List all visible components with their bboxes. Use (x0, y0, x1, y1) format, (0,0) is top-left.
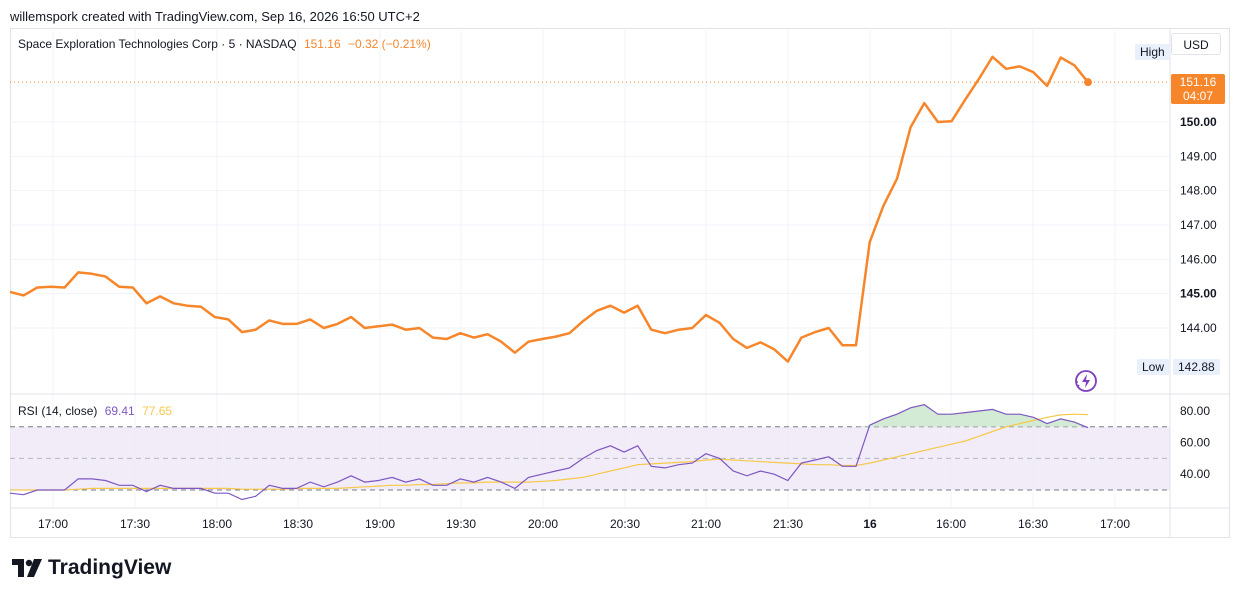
rsi-overbought-fill (10, 404, 1088, 427)
time-tick-label: 18:00 (202, 517, 232, 531)
symbol-name: Space Exploration Technologies Corp · 5 … (18, 37, 297, 51)
time-tick-label: 17:00 (38, 517, 68, 531)
bar-countdown: 04:07 (1182, 89, 1214, 103)
rsi-name: RSI (14, close) (18, 404, 98, 418)
high-label: High (1135, 44, 1170, 60)
brand[interactable]: TradingView (12, 556, 171, 580)
time-tick-label: 20:00 (528, 517, 558, 531)
rsi-tick-label: 40.00 (1180, 467, 1210, 481)
currency-button[interactable]: USD (1171, 33, 1221, 55)
time-tick-label: 16 (863, 517, 877, 531)
price-tick-label: 150.00 (1180, 115, 1217, 129)
last-price-value: 151.16 (1179, 75, 1217, 89)
price-line (9, 55, 1089, 363)
rsi-line (9, 404, 1089, 501)
price-tick-label: 145.00 (1180, 287, 1217, 301)
price-tick-label: 147.00 (1180, 218, 1217, 232)
symbol-legend[interactable]: Space Exploration Technologies Corp · 5 … (18, 37, 431, 51)
time-tick-label: 21:00 (691, 517, 721, 531)
price-tick-label: 144.00 (1180, 321, 1217, 335)
price-axis-labels: 144.00 145.00 146.00 147.00 148.00 149.00 150.… (1180, 115, 1217, 335)
last-price-dot (1084, 78, 1092, 87)
legend-change: −0.32 (−0.21%) (347, 37, 431, 51)
low-label: Low (1137, 359, 1170, 375)
time-tick-label: 16:30 (1018, 517, 1048, 531)
price-tick-label: 149.00 (1180, 149, 1217, 163)
tradingview-logo-icon (12, 559, 42, 577)
time-tick-label: 16:00 (936, 517, 966, 531)
rsi-value: 69.41 (104, 404, 135, 418)
time-tick-label: 20:30 (610, 517, 640, 531)
rsi-ma-value: 77.65 (142, 404, 173, 418)
time-tick-label: 18:30 (283, 517, 313, 531)
price-tick-label: 146.00 (1180, 252, 1217, 266)
price-tick-label: 148.00 (1180, 184, 1217, 198)
time-axis-labels: 17:00 17:30 18:00 18:30 19:00 19:30 20:00 20:30… (38, 517, 1130, 531)
time-tick-label: 21:30 (773, 517, 803, 531)
brand-name: TradingView (48, 556, 172, 579)
time-tick-label: 19:30 (446, 517, 476, 531)
chart-frame[interactable] (10, 28, 1230, 538)
last-price-tag: 151.16 04:07 (1171, 74, 1225, 104)
legend-price: 151.16 (303, 37, 341, 51)
lightning-icon[interactable] (1074, 369, 1098, 393)
rsi-legend[interactable]: RSI (14, close) 69.41 77.65 (18, 404, 172, 418)
attribution-text: willemspork created with TradingView.com… (10, 9, 420, 24)
low-value: 142.88 (1173, 359, 1220, 375)
rsi-tick-label: 60.00 (1180, 436, 1210, 450)
time-tick-label: 17:00 (1100, 517, 1130, 531)
time-tick-label: 17:30 (120, 517, 150, 531)
rsi-tick-label: 80.00 (1180, 404, 1210, 418)
rsi-axis-labels: 40.00 60.00 80.00 (1180, 404, 1210, 481)
time-tick-label: 19:00 (365, 517, 395, 531)
